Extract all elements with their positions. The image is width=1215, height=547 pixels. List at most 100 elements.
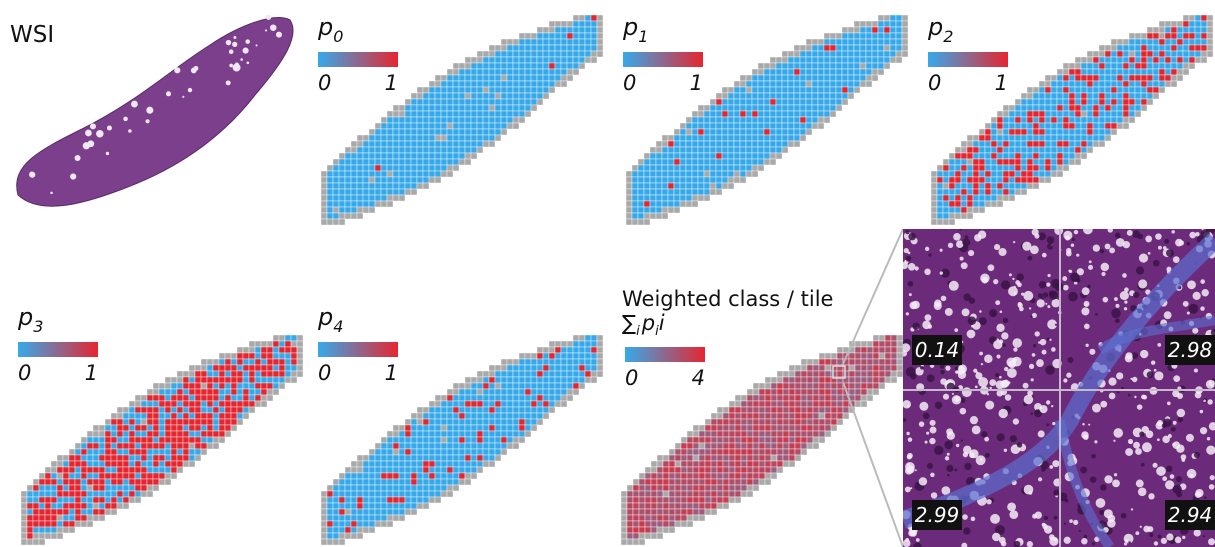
tile — [327, 207, 333, 213]
tile — [800, 123, 806, 129]
tile — [801, 401, 807, 407]
tile — [267, 383, 273, 389]
tile — [327, 195, 333, 201]
tile — [621, 497, 627, 503]
cell — [1046, 282, 1050, 286]
tile — [1177, 39, 1183, 45]
tile — [591, 45, 597, 51]
tile — [513, 395, 519, 401]
tile — [1087, 135, 1093, 141]
tile — [291, 377, 297, 383]
tile — [1075, 99, 1081, 105]
tile — [687, 461, 693, 467]
tile — [842, 93, 848, 99]
tile — [579, 377, 585, 383]
tile — [1069, 147, 1075, 153]
tile — [177, 431, 183, 437]
tile — [801, 359, 807, 365]
tile — [1039, 159, 1045, 165]
tile — [471, 135, 477, 141]
tile — [1081, 135, 1087, 141]
cell — [1038, 430, 1045, 437]
tile — [87, 455, 93, 461]
tile — [423, 467, 429, 473]
tile — [441, 105, 447, 111]
tile — [991, 117, 997, 123]
tile — [183, 419, 189, 425]
tile — [807, 401, 813, 407]
tile — [836, 45, 842, 51]
cell — [930, 473, 934, 477]
cell — [906, 312, 909, 315]
tile — [717, 467, 723, 473]
tile — [639, 497, 645, 503]
cell — [1108, 227, 1113, 232]
tile — [626, 189, 632, 195]
tile — [711, 473, 717, 479]
tile — [573, 27, 579, 33]
tile — [973, 147, 979, 153]
cell — [1095, 313, 1098, 316]
tile — [183, 371, 189, 377]
tile — [770, 99, 776, 105]
tile — [818, 123, 824, 129]
tile — [387, 147, 393, 153]
tile — [57, 467, 63, 473]
tile — [861, 371, 867, 377]
tile — [842, 69, 848, 75]
tile — [441, 171, 447, 177]
tile — [459, 467, 465, 473]
tile — [764, 117, 770, 123]
cell — [1200, 306, 1204, 310]
tile — [782, 105, 788, 111]
cell — [1183, 301, 1189, 307]
tile — [1033, 147, 1039, 153]
tile — [567, 27, 573, 33]
tile — [99, 503, 105, 509]
tile — [117, 419, 123, 425]
tile — [429, 491, 435, 497]
tile — [291, 371, 297, 377]
cell — [927, 374, 935, 382]
tile — [513, 443, 519, 449]
vessel — [166, 91, 171, 96]
tile — [489, 377, 495, 383]
tile — [860, 39, 866, 45]
tile — [1045, 123, 1051, 129]
tile — [723, 449, 729, 455]
tile — [783, 443, 789, 449]
tile — [698, 195, 704, 201]
tile — [626, 195, 632, 201]
tile — [93, 473, 99, 479]
tile — [417, 497, 423, 503]
colorbar — [625, 347, 705, 362]
tile — [159, 425, 165, 431]
cell — [1137, 404, 1143, 410]
tile — [537, 45, 543, 51]
tile — [1009, 165, 1015, 171]
tile — [836, 33, 842, 39]
tile — [231, 359, 237, 365]
tile — [117, 479, 123, 485]
cell — [1085, 344, 1088, 347]
tile — [967, 153, 973, 159]
tile — [411, 159, 417, 165]
tile — [387, 473, 393, 479]
tile — [807, 365, 813, 371]
tile — [747, 425, 753, 431]
tile — [165, 437, 171, 443]
cell — [1017, 442, 1022, 447]
tile — [555, 81, 561, 87]
tile — [141, 419, 147, 425]
tile — [771, 383, 777, 389]
tile — [213, 419, 219, 425]
cell — [1123, 241, 1130, 248]
cell — [1004, 449, 1007, 452]
tile — [189, 413, 195, 419]
tile — [57, 509, 63, 515]
tile — [759, 443, 765, 449]
tile — [411, 449, 417, 455]
cell — [1042, 350, 1047, 355]
tile — [543, 371, 549, 377]
cell — [1013, 418, 1019, 424]
